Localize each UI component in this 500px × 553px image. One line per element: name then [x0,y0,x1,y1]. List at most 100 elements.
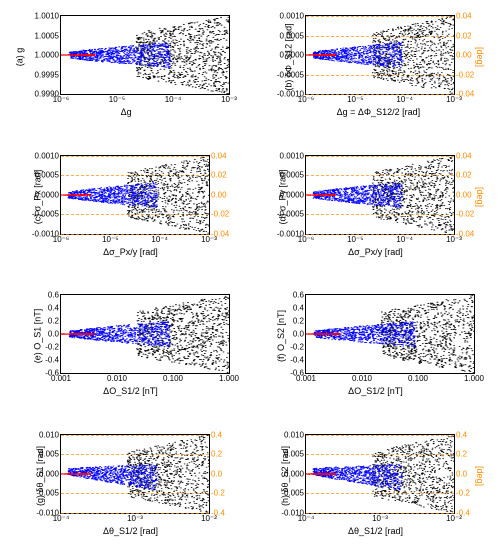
xtick: 10⁻⁶ [53,94,69,104]
ytick: 0.0010 [280,12,306,21]
ytick-right: -0.2 [454,489,470,498]
xtick: 1.000 [464,373,484,383]
scatter-layer [61,16,229,94]
scatter-layer [306,295,474,373]
ytick-right: 0.04 [209,151,227,160]
ylabel-left: (d) σ_Py [rad] [278,169,288,224]
ytick: 0.4 [48,304,61,313]
guide-line [61,234,209,235]
ytick: 0.010 [39,430,61,439]
scatter-layer [61,156,209,234]
xtick: 10⁻⁴ [396,94,413,104]
figure-grid: 0.99900.99951.00001.00051.001010⁻⁶10⁻⁵10… [10,10,490,543]
ylabel-left: (c) σ_Px [rad] [32,169,42,224]
ytick-right: 0.00 [454,51,472,60]
xtick: 0.100 [408,373,428,383]
ytick: 0.4 [293,304,306,313]
xtick: 10⁻⁴ [151,234,168,244]
xtick: 10⁻² [446,513,462,523]
xtick: 0.001 [51,373,71,383]
guide-line [306,234,454,235]
xtick: 10⁻⁶ [298,94,314,104]
xtick: 10⁻³ [127,513,143,523]
ylabel-left: (g) δθ_S1 [rad] [35,446,45,506]
ylabel-left: (h) δθ_S2 [rad] [280,446,290,506]
xtick: 10⁻³ [446,234,462,244]
ytick-right: 0.4 [209,430,222,439]
ytick-right: -0.2 [209,489,225,498]
xlabel: Δθ_S1/2 [rad] [348,526,403,536]
ytick: -0.2 [45,343,61,352]
ytick: -0.4 [290,356,306,365]
xtick: 10⁻³ [372,513,388,523]
ylabel-right: [deg] [475,47,485,67]
xtick: 10⁻³ [221,94,237,104]
xtick: 10⁻⁵ [102,234,118,244]
xtick: 0.010 [107,373,127,383]
ytick-right: 0.04 [454,12,472,21]
xtick: 10⁻⁴ [165,94,182,104]
panel-c: -0.0010-0.00050.00000.00050.0010-0.04-0.… [10,150,240,255]
xlabel: Δσ_Px/y [rad] [348,247,403,257]
xtick: 10⁻⁵ [347,94,363,104]
xlabel: Δg [121,107,132,117]
panel-g: -0.010-0.0050.0000.0050.010-0.4-0.20.00.… [10,429,240,534]
xtick: 10⁻⁵ [347,234,363,244]
ytick: 0.2 [48,317,61,326]
ytick: -0.2 [290,343,306,352]
ytick: -0.4 [45,356,61,365]
ytick-right: 0.02 [454,171,472,180]
xtick: 0.010 [352,373,372,383]
ytick: 0.010 [284,430,306,439]
xtick: 10⁻⁴ [396,234,413,244]
xlabel: Δθ_S1/2 [rad] [103,526,158,536]
plot-area: -0.010-0.0050.0000.0050.010-0.4-0.20.00.… [305,434,455,514]
ytick-right: 0.0 [454,469,467,478]
xtick: 10⁻⁶ [298,234,314,244]
ytick-right: 0.4 [454,430,467,439]
xtick: 10⁻³ [201,234,217,244]
ytick-right: 0.02 [454,31,472,40]
xtick: 10⁻³ [446,94,462,104]
ylabel-right: [deg] [475,187,485,207]
scatter-layer [61,435,209,513]
panel-a: 0.99900.99951.00001.00051.001010⁻⁶10⁻⁵10… [10,10,240,115]
ytick-right: 0.00 [209,190,227,199]
xlabel: Δg = ΔΦ_S12/2 [rad] [337,107,421,117]
ytick-right: 0.00 [454,190,472,199]
xtick: 10⁻⁵ [109,94,125,104]
ytick: 0.0010 [35,151,61,160]
ytick: 0.0 [293,330,306,339]
panel-f: -0.6-0.4-0.20.00.20.40.60.0010.0100.1001… [255,289,485,394]
xtick: 10⁻⁴ [298,513,315,523]
xtick: 10⁻⁶ [53,234,69,244]
ylabel-left: (f) O_S2 [nT] [276,310,286,362]
xlabel: ΔO_S1/2 [nT] [348,386,403,396]
scatter-layer [306,16,454,94]
ytick-right: 0.2 [209,450,222,459]
xlabel: ΔO_S1/2 [nT] [103,386,158,396]
ytick-right: -0.02 [454,70,474,79]
ytick: 0.2 [293,317,306,326]
ytick-right: -0.02 [454,210,474,219]
panel-e: -0.6-0.4-0.20.00.20.40.60.0010.0100.1001… [10,289,240,394]
ytick-right: 0.2 [454,450,467,459]
plot-area: -0.6-0.4-0.20.00.20.40.60.0010.0100.1001… [305,294,475,374]
plot-area: -0.0010-0.00050.00000.00050.0010-0.04-0.… [60,155,210,235]
scatter-layer [61,295,229,373]
plot-area: -0.0010-0.00050.00000.00050.0010-0.04-0.… [305,155,455,235]
ytick: 0.0010 [280,151,306,160]
ytick: 0.6 [293,291,306,300]
ylabel-left: (e) O_S1 [nT] [32,309,42,364]
plot-area: -0.6-0.4-0.20.00.20.40.60.0010.0100.1001… [60,294,230,374]
ytick-right: 0.0 [209,469,222,478]
xtick: 0.001 [296,373,316,383]
ylabel-right: [deg] [475,466,485,486]
panel-h: -0.010-0.0050.0000.0050.010-0.4-0.20.00.… [255,429,485,534]
plot-area: 0.99900.99951.00001.00051.001010⁻⁶10⁻⁵10… [60,15,230,95]
ytick: 0.0 [48,330,61,339]
xtick: 0.100 [163,373,183,383]
scatter-layer [306,156,454,234]
xtick: 1.000 [219,373,239,383]
ytick: 1.0000 [35,51,61,60]
